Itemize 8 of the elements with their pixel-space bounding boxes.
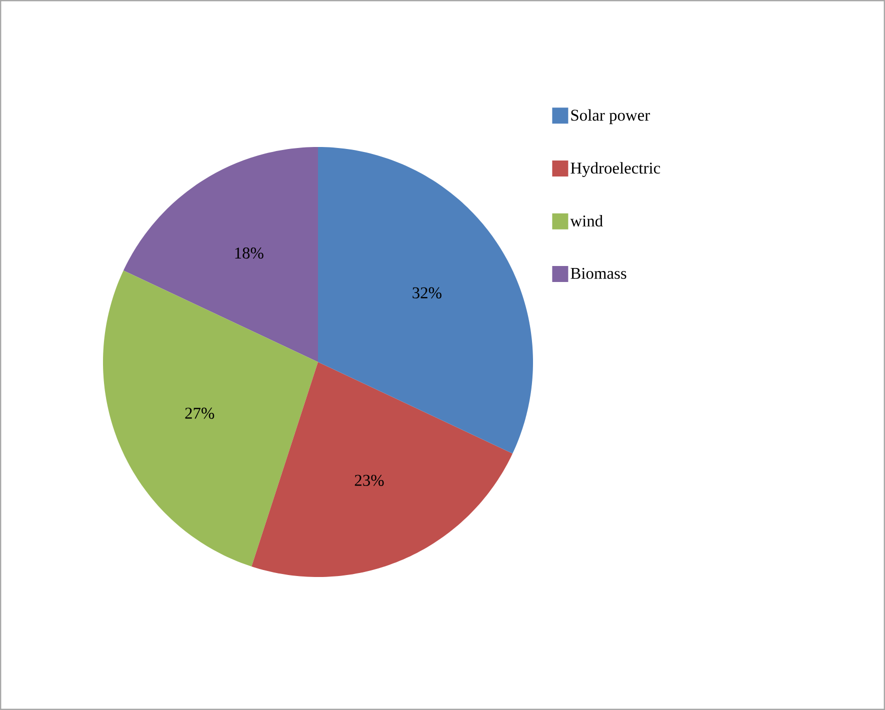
data-label: 23%	[354, 474, 384, 486]
legend-label: wind	[570, 214, 603, 227]
data-label: 32%	[412, 287, 442, 298]
legend-label: Biomass	[570, 268, 626, 279]
data-label: 18%	[235, 248, 264, 259]
legend-label: Hydroelectric	[570, 162, 660, 178]
legend-label: Solar power	[571, 109, 650, 124]
data-label: 27%	[185, 408, 214, 419]
